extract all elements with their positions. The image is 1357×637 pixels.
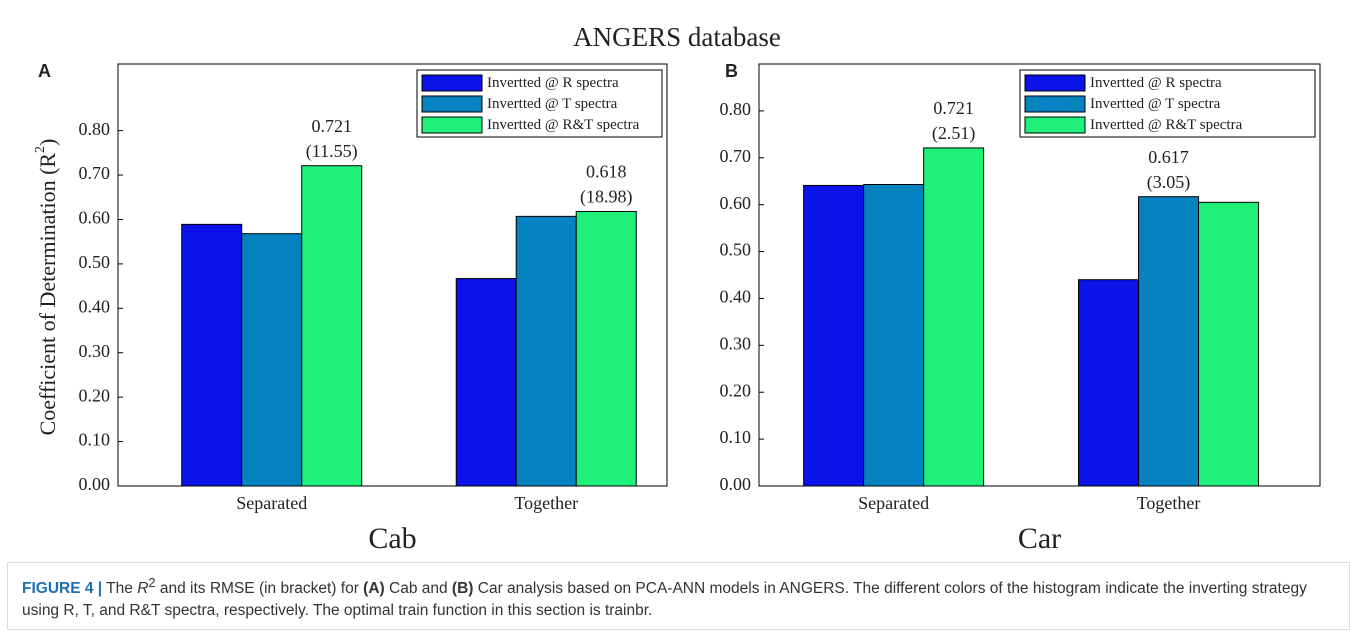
x-axis-label: Car [1018, 522, 1061, 555]
bar [241, 233, 303, 487]
y-tick-label: 0.10 [720, 427, 752, 447]
bar [1198, 201, 1260, 487]
figure-title: ANGERS database [573, 22, 781, 52]
legend-label: Invertted @ T spectra [487, 96, 618, 112]
caption-text: Car analysis based on PCA-ANN models in … [22, 580, 1307, 620]
y-axis-label-end: ) [35, 139, 60, 146]
y-tick-label: 0.80 [720, 99, 752, 119]
bar [455, 278, 517, 487]
caption-text: R [137, 580, 149, 598]
y-tick-label: 0.40 [79, 296, 111, 316]
x-axis-label: Cab [368, 522, 416, 555]
bar [1138, 196, 1200, 487]
legend-swatch [1024, 74, 1086, 92]
figure: ANGERS database A 0.00 0.10 0.20 0.30 0.40 0.5… [33, 22, 1321, 555]
legend-label: Invertted @ R spectra [487, 75, 619, 91]
legend-label: Invertted @ R&T spectra [487, 117, 640, 133]
bar [575, 210, 637, 487]
legend-swatch [421, 116, 483, 134]
y-tick-label: 0.70 [79, 163, 111, 183]
value-label: 0.721 [933, 98, 974, 118]
caption-label: FIGURE 4 | [22, 580, 103, 598]
y-tick-label: 0.60 [79, 208, 111, 228]
x-tick-label: Together [1137, 493, 1201, 513]
y-tick-label: 0.50 [720, 240, 752, 260]
legend-label: Invertted @ R spectra [1090, 75, 1222, 91]
y-axis-label: Coefficient of Determination (R2) [33, 139, 60, 436]
y-axis-label-sup: 2 [33, 146, 48, 153]
bar [515, 215, 577, 487]
y-tick-label: 0.20 [79, 385, 111, 405]
value-label: 0.617 [1148, 147, 1189, 167]
caption: FIGURE 4 | The R2 and its RMSE (in brack… [7, 562, 1350, 630]
y-tick-label: 0.70 [720, 146, 752, 166]
y-tick-label: 0.60 [720, 193, 752, 213]
y-tick-label: 0.00 [79, 474, 111, 494]
bar [803, 184, 865, 487]
legend-swatch [1024, 95, 1086, 113]
panel-label: B [725, 61, 738, 81]
legend-label: Invertted @ R&T spectra [1090, 117, 1243, 133]
caption-text: The [102, 580, 138, 598]
panel-label: A [38, 61, 51, 81]
caption-text: 2 [148, 575, 156, 590]
rmse-label: (18.98) [580, 187, 633, 208]
legend-swatch [421, 95, 483, 113]
y-tick-label: 0.40 [720, 287, 752, 307]
y-tick-label: 0.80 [79, 119, 111, 139]
rmse-label: (3.05) [1147, 172, 1191, 193]
bar [301, 165, 363, 487]
caption-text: Cab and [384, 580, 452, 598]
x-tick-label: Together [514, 493, 578, 513]
bar [181, 223, 243, 487]
legend-swatch [1024, 116, 1086, 134]
y-tick-label: 0.20 [720, 380, 752, 400]
x-tick-label: Separated [858, 493, 929, 513]
value-label: 0.618 [586, 162, 627, 182]
y-tick-label: 0.50 [79, 252, 111, 272]
plot-frame [758, 63, 1321, 487]
y-tick-label: 0.30 [79, 341, 111, 361]
bar [923, 147, 985, 487]
legend-label: Invertted @ T spectra [1090, 96, 1221, 112]
caption-text: and its RMSE (in bracket) for [155, 580, 364, 598]
rmse-label: (11.55) [306, 141, 358, 162]
caption-text: (B) [451, 580, 474, 598]
y-tick-label: 0.00 [720, 474, 752, 494]
caption-text: (A) [363, 580, 385, 598]
rmse-label: (2.51) [932, 123, 976, 144]
y-tick-label: 0.30 [720, 333, 752, 353]
x-tick-label: Separated [236, 493, 307, 513]
legend-swatch [421, 74, 483, 92]
bar [863, 184, 925, 487]
y-tick-label: 0.10 [79, 430, 111, 450]
value-label: 0.721 [311, 116, 352, 136]
y-axis-label-text: Coefficient of Determination (R [35, 153, 60, 436]
bar [1078, 279, 1140, 487]
plot-frame [117, 63, 668, 487]
